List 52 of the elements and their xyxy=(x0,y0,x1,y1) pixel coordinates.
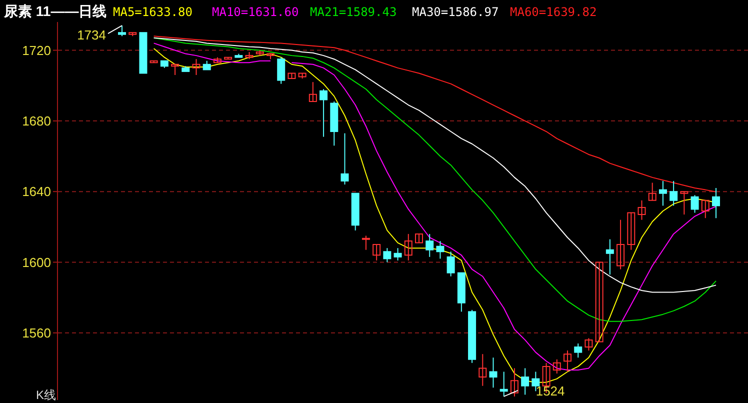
candlestick xyxy=(426,233,434,258)
text: K线 xyxy=(36,388,56,402)
candlestick xyxy=(638,200,646,220)
candlestick xyxy=(564,350,572,372)
text: MA21=1589.43 xyxy=(310,5,397,19)
candlestick xyxy=(372,244,381,261)
candlestick xyxy=(521,368,530,396)
candlestick xyxy=(574,342,582,358)
candlestick xyxy=(680,191,688,216)
candlestick xyxy=(118,25,126,37)
candlestick xyxy=(415,233,423,244)
y-tick-label: 1560 xyxy=(22,325,51,340)
candlestick xyxy=(489,357,498,388)
candlestick xyxy=(701,200,710,219)
candlestick xyxy=(383,248,392,263)
candlestick xyxy=(500,371,508,397)
candlestick xyxy=(627,212,636,250)
candlestick xyxy=(478,354,487,386)
text: MA5=1633.80 xyxy=(113,5,192,19)
candlestick xyxy=(171,64,180,76)
candlestick xyxy=(606,238,614,276)
y-tick-label: 1680 xyxy=(22,113,51,128)
candlestick xyxy=(404,233,412,261)
candlestick xyxy=(277,56,286,84)
candlestick xyxy=(320,88,328,138)
candlestick xyxy=(658,180,667,206)
y-tick-label: 1600 xyxy=(22,254,51,270)
candlestick xyxy=(712,188,720,219)
candlestick xyxy=(584,338,593,352)
candlestick xyxy=(362,235,370,250)
y-tick-label: 1720 xyxy=(22,42,51,58)
candlestick xyxy=(552,358,561,374)
line-series xyxy=(153,36,716,192)
candlestick xyxy=(308,82,317,102)
candlestick xyxy=(446,251,455,277)
text: MA10=1631.60 xyxy=(212,5,299,19)
annotation: 1524 xyxy=(536,383,565,398)
candlestick xyxy=(670,180,678,206)
candlestick xyxy=(616,219,625,270)
candlestick xyxy=(394,248,402,261)
candlestick xyxy=(690,194,699,214)
candlestick xyxy=(192,58,200,76)
text: MA30=1586.97 xyxy=(412,5,499,19)
text: MA60=1639.82 xyxy=(510,5,597,19)
candlestick xyxy=(340,132,349,186)
candlestick xyxy=(510,368,518,397)
candlestick xyxy=(648,182,656,201)
text: 1734 xyxy=(77,28,106,43)
chart-title: 尿素 11——日线 xyxy=(3,3,107,19)
candlestick xyxy=(436,240,444,260)
candlestick xyxy=(595,262,604,342)
y-tick-label: 1640 xyxy=(22,184,51,200)
